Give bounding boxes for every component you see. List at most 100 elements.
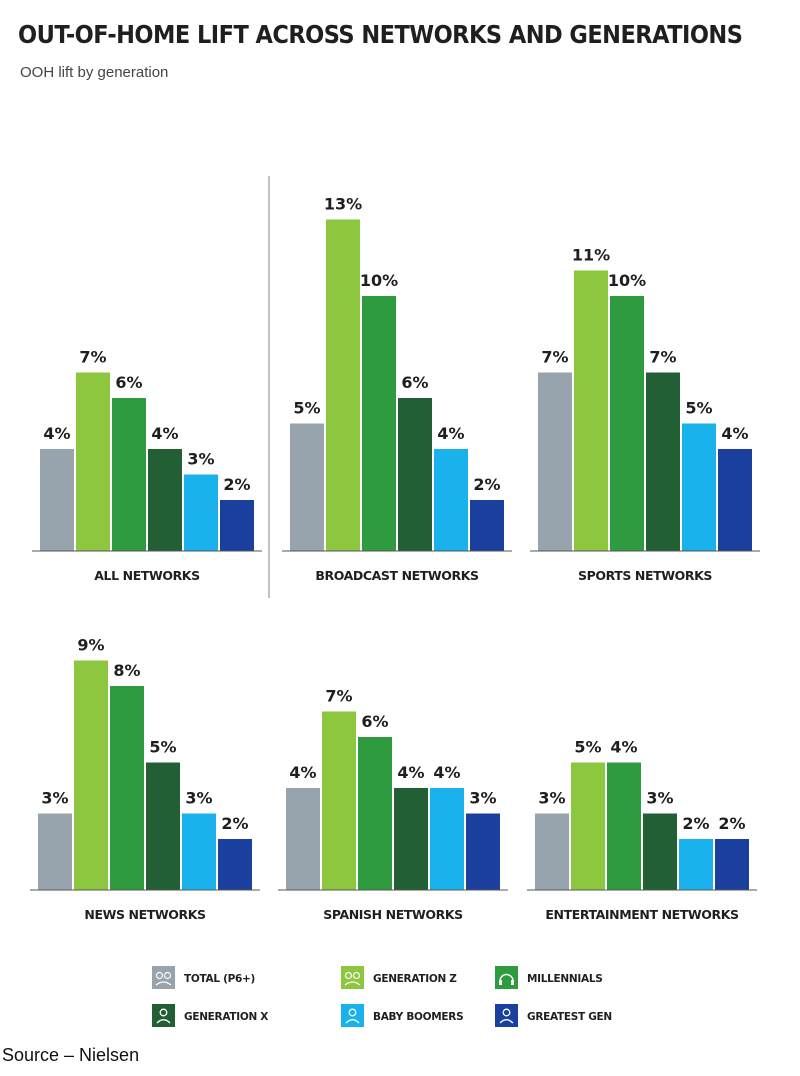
data-label: 4%	[610, 738, 637, 757]
bar-broadcast-networks	[362, 296, 396, 551]
bar-sports-networks	[682, 423, 716, 551]
bar-news-networks	[74, 660, 108, 890]
bar-entertainment-networks	[535, 813, 569, 890]
data-label: 5%	[574, 738, 601, 757]
data-label: 7%	[79, 348, 106, 367]
bar-spanish-networks	[394, 788, 428, 890]
data-label: 2%	[221, 814, 248, 833]
data-label: 8%	[113, 661, 140, 680]
category-label: NEWS NETWORKS	[84, 907, 206, 922]
data-label: 3%	[469, 789, 496, 808]
data-label: 10%	[360, 271, 398, 290]
bar-news-networks	[38, 813, 72, 890]
person-icon	[502, 1008, 511, 1017]
data-label: 7%	[649, 348, 676, 367]
bar-news-networks	[146, 762, 180, 890]
chart-title: OUT-OF-HOME LIFT ACROSS NETWORKS AND GEN…	[18, 20, 743, 49]
person-icon	[345, 1019, 360, 1024]
data-label: 13%	[324, 195, 362, 214]
data-label: 6%	[361, 712, 388, 731]
bar-spanish-networks	[322, 711, 356, 890]
bar-all-networks	[76, 372, 110, 551]
device-group-icon	[352, 971, 361, 980]
category-label: ENTERTAINMENT NETWORKS	[545, 907, 739, 922]
device-group-icon	[344, 981, 361, 986]
legend-swatch	[341, 966, 364, 989]
data-label: 3%	[538, 789, 565, 808]
legend-label: GENERATION X	[184, 1011, 268, 1023]
data-label: 4%	[397, 763, 424, 782]
data-label: 9%	[77, 636, 104, 655]
category-label: SPANISH NETWORKS	[323, 907, 463, 922]
group-icon	[155, 971, 164, 980]
headphones-icon	[499, 980, 502, 985]
data-label: 6%	[115, 373, 142, 392]
legend-label: TOTAL (P6+)	[184, 973, 255, 985]
data-label: 2%	[473, 475, 500, 494]
data-label: 2%	[223, 475, 250, 494]
data-label: 3%	[187, 450, 214, 469]
data-label: 4%	[289, 763, 316, 782]
bar-charts: 4% 7% 6% 4% 3% 2% ALL NETWORKS 5% 13% 10% 6% 4% 2% BR…	[30, 176, 760, 1027]
group-icon	[163, 971, 172, 980]
bar-spanish-networks	[466, 813, 500, 890]
data-label: 4%	[433, 763, 460, 782]
category-label: BROADCAST NETWORKS	[315, 568, 479, 583]
person-icon	[156, 1019, 171, 1024]
data-label: 10%	[608, 271, 646, 290]
data-label: 2%	[718, 814, 745, 833]
data-label: 5%	[685, 399, 712, 418]
bar-entertainment-networks	[679, 839, 713, 890]
data-label: 5%	[149, 738, 176, 757]
person-icon	[348, 1008, 357, 1017]
data-label: 11%	[572, 246, 610, 265]
category-label: ALL NETWORKS	[94, 568, 200, 583]
bar-sports-networks	[538, 372, 572, 551]
person-icon	[499, 1019, 514, 1024]
legend-label: GENERATION Z	[373, 973, 457, 985]
legend-swatch	[152, 966, 175, 989]
data-label: 6%	[401, 373, 428, 392]
bar-all-networks	[220, 500, 254, 551]
headphones-icon	[499, 973, 514, 982]
bar-sports-networks	[646, 372, 680, 551]
bar-all-networks	[184, 474, 218, 551]
data-label: 2%	[682, 814, 709, 833]
bar-news-networks	[218, 839, 252, 890]
device-group-icon	[344, 971, 353, 980]
headphones-icon	[511, 980, 514, 985]
bar-broadcast-networks	[398, 398, 432, 551]
data-label: 7%	[325, 687, 352, 706]
bar-broadcast-networks	[470, 500, 504, 551]
data-label: 5%	[293, 399, 320, 418]
data-label: 4%	[43, 424, 70, 443]
bar-all-networks	[40, 449, 74, 551]
group-icon	[155, 981, 172, 986]
bar-entertainment-networks	[643, 813, 677, 890]
data-label: 4%	[437, 424, 464, 443]
bar-entertainment-networks	[571, 762, 605, 890]
legend-label: MILLENNIALS	[527, 973, 602, 985]
bar-entertainment-networks	[715, 839, 749, 890]
bar-sports-networks	[574, 270, 608, 551]
data-label: 7%	[541, 348, 568, 367]
bar-broadcast-networks	[326, 219, 360, 551]
chart-subtitle: OOH lift by generation	[20, 64, 169, 81]
bar-spanish-networks	[358, 737, 392, 890]
bar-entertainment-networks	[607, 762, 641, 890]
bar-sports-networks	[610, 296, 644, 551]
bar-spanish-networks	[286, 788, 320, 890]
bar-spanish-networks	[430, 788, 464, 890]
legend-swatch	[495, 966, 518, 989]
bar-news-networks	[182, 813, 216, 890]
source-note: Source – Nielsen	[2, 1045, 140, 1065]
bar-news-networks	[110, 686, 144, 890]
bar-broadcast-networks	[290, 423, 324, 551]
bar-all-networks	[148, 449, 182, 551]
data-label: 3%	[185, 789, 212, 808]
bar-all-networks	[112, 398, 146, 551]
data-label: 3%	[646, 789, 673, 808]
data-label: 4%	[721, 424, 748, 443]
data-label: 4%	[151, 424, 178, 443]
legend-label: GREATEST GEN	[527, 1011, 612, 1023]
